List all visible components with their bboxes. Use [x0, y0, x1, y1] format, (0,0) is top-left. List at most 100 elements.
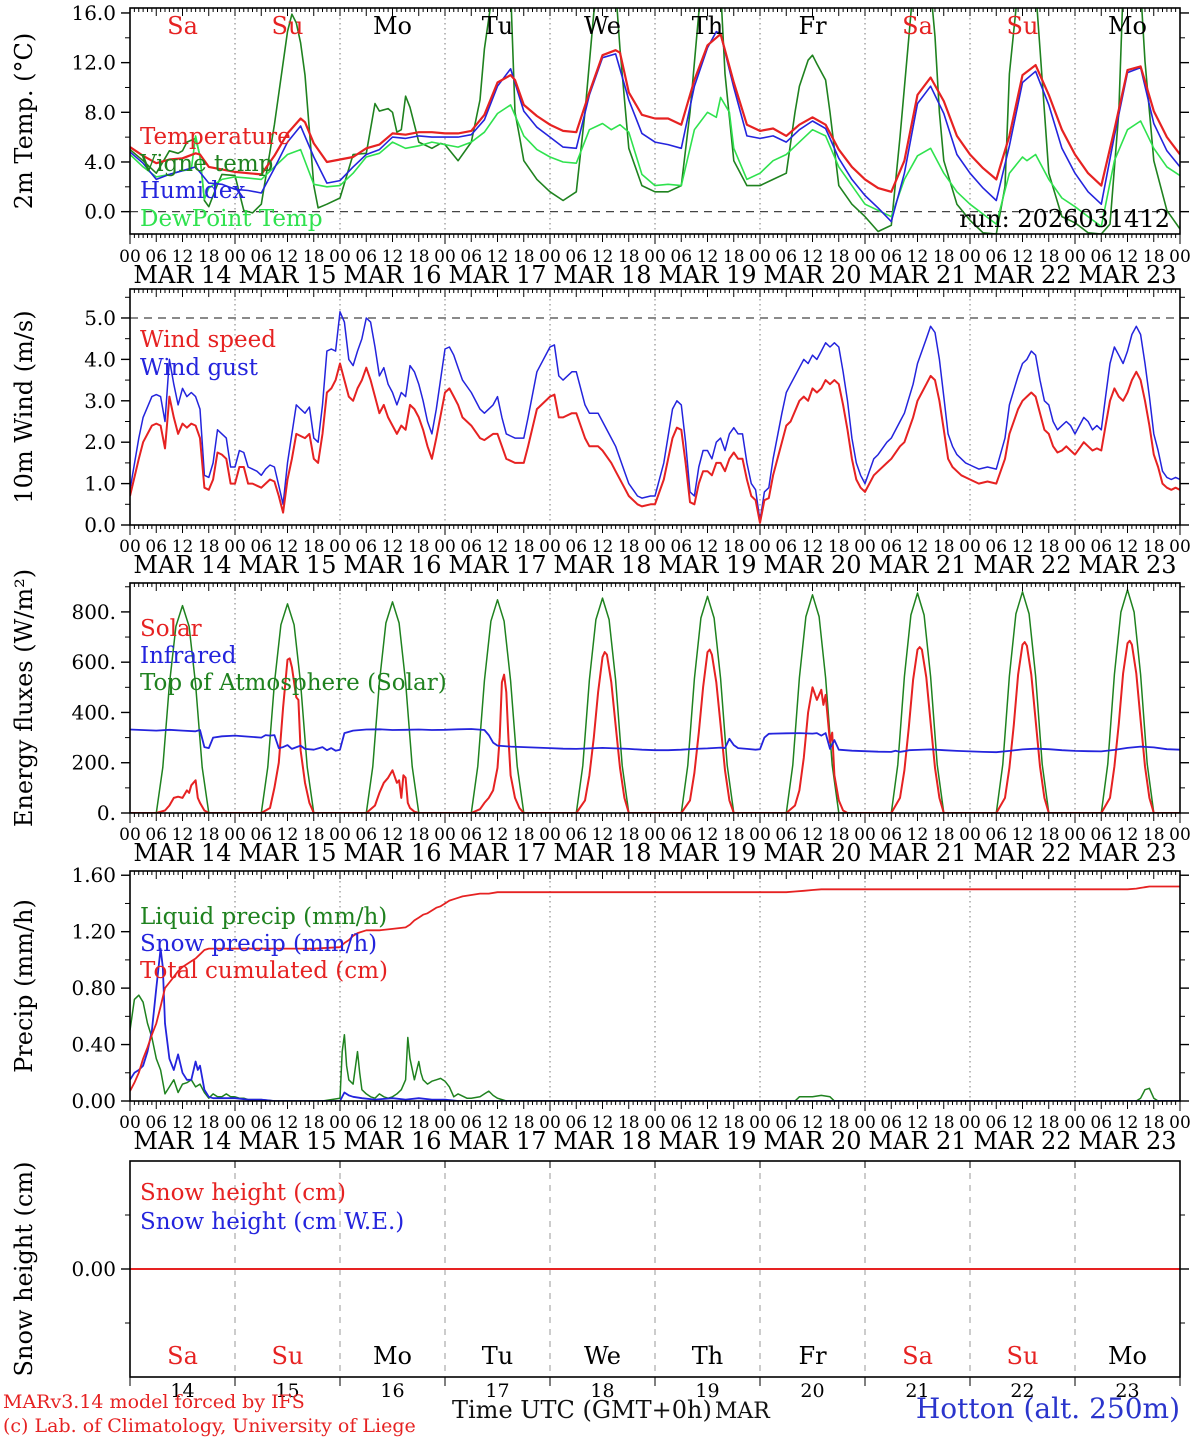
hour-label: 00 [119, 825, 141, 845]
hour-label: 18 [198, 537, 220, 557]
day-name-label: Su [1007, 1342, 1039, 1370]
series-wind-gust [130, 311, 1180, 522]
day-number-label: 23 [1115, 1380, 1139, 1402]
hour-label: 06 [1090, 1113, 1112, 1133]
hour-label: 00 [539, 1113, 561, 1133]
hour-label: 12 [802, 537, 824, 557]
date-label: MAR 22 [973, 551, 1071, 579]
series-wind-speed [130, 362, 1180, 524]
day-name-label: Mo [1108, 1342, 1147, 1370]
y-tick-label: 600. [71, 650, 116, 674]
hour-label: 12 [277, 247, 299, 267]
hour-label: 06 [250, 1113, 272, 1133]
hour-label: 06 [880, 1113, 902, 1133]
legend-energy-1: Infrared [140, 643, 237, 669]
hour-label: 00 [1169, 537, 1191, 557]
hour-label: 18 [1143, 537, 1165, 557]
hour-label: 00 [854, 247, 876, 267]
hour-label: 18 [198, 825, 220, 845]
hour-label: 00 [749, 1113, 771, 1133]
hour-label: 12 [172, 537, 194, 557]
hour-label: 06 [775, 1113, 797, 1133]
hour-label: 18 [1143, 1113, 1165, 1133]
date-label: MAR 21 [868, 839, 966, 867]
day-name-label: Mo [1108, 12, 1147, 40]
station-label: Hotton (alt. 250m) [915, 1392, 1180, 1425]
tick-comb [121, 871, 1189, 1111]
day-number-label: 14 [170, 1380, 194, 1402]
day-name-label: We [584, 12, 621, 40]
date-label: MAR 23 [1078, 261, 1176, 289]
series-total-cumulated [130, 885, 1180, 1092]
hour-label: 18 [513, 1113, 535, 1133]
date-label: MAR 17 [448, 1127, 546, 1155]
hour-label: 12 [907, 537, 929, 557]
hour-label: 12 [1117, 1113, 1139, 1133]
legend-precip-1: Snow precip (mm/h) [140, 931, 377, 957]
y-tick-label: 1.0 [84, 472, 116, 496]
time-axis-title: Time UTC (GMT+0h) MAR [452, 1396, 770, 1424]
day-name-label: Sa [167, 12, 198, 40]
hour-label: 00 [644, 537, 666, 557]
hour-label: 18 [933, 247, 955, 267]
hour-label: 18 [723, 247, 745, 267]
y-tick-label: 12.0 [71, 51, 116, 75]
hour-label: 12 [382, 825, 404, 845]
panel-temperature: 0.04.08.012.016.000 06 12 18 00 06 12 18 00 06 12 1… [10, 1, 1191, 289]
hour-label: 18 [303, 537, 325, 557]
date-label: MAR 20 [763, 839, 861, 867]
day-number-label: 17 [485, 1380, 509, 1402]
series-infrared [130, 728, 1180, 754]
y-tick-label: 400. [71, 700, 116, 724]
legend-precip-0: Liquid precip (mm/h) [140, 904, 387, 930]
hour-label: 00 [539, 537, 561, 557]
hour-label: 12 [277, 825, 299, 845]
hour-label: 00 [959, 537, 981, 557]
hour-label: 06 [145, 825, 167, 845]
series-solar [130, 639, 1180, 813]
hour-label: 00 [959, 247, 981, 267]
hour-label: 06 [460, 1113, 482, 1133]
hour-label: 00 [329, 537, 351, 557]
hour-label: 18 [1143, 247, 1165, 267]
date-label: MAR 22 [973, 1127, 1071, 1155]
hour-label: 18 [723, 825, 745, 845]
tick-comb [121, 1161, 1189, 1386]
hour-label: 00 [1169, 825, 1191, 845]
day-number-label: 16 [380, 1380, 404, 1402]
hour-label: 12 [697, 247, 719, 267]
hour-label: 00 [644, 247, 666, 267]
hour-label: 12 [277, 1113, 299, 1133]
legend-temperature-1: Vigne temp [139, 151, 273, 177]
hour-label: 00 [1064, 247, 1086, 267]
hour-label: 18 [618, 537, 640, 557]
hour-label: 00 [959, 1113, 981, 1133]
date-label: MAR 23 [1078, 839, 1176, 867]
hour-label: 00 [224, 247, 246, 267]
date-label: MAR 23 [1078, 1127, 1176, 1155]
date-label: MAR 14 [133, 261, 231, 289]
hour-label: 12 [1012, 825, 1034, 845]
y-axis-title-wind: 10m Wind (m/s) [10, 310, 38, 503]
hour-label: 06 [985, 1113, 1007, 1133]
hour-label: 00 [119, 1113, 141, 1133]
hour-label: 18 [1038, 247, 1060, 267]
hour-label: 18 [618, 247, 640, 267]
hour-label: 00 [329, 825, 351, 845]
hour-label: 06 [880, 825, 902, 845]
hour-label: 12 [697, 825, 719, 845]
hour-label: 00 [959, 825, 981, 845]
date-label: MAR 14 [133, 839, 231, 867]
hour-label: 18 [408, 825, 430, 845]
hour-label: 00 [539, 247, 561, 267]
tick-comb [121, 289, 1189, 535]
tick-comb [121, 8, 1189, 244]
tick-comb [121, 583, 1189, 823]
hour-label: 12 [592, 537, 614, 557]
date-label: MAR 20 [763, 261, 861, 289]
date-label: MAR 23 [1078, 551, 1176, 579]
hour-label: 12 [382, 1113, 404, 1133]
date-label: MAR 18 [553, 551, 651, 579]
hour-label: 00 [224, 537, 246, 557]
y-tick-label: 0.40 [71, 1033, 116, 1057]
